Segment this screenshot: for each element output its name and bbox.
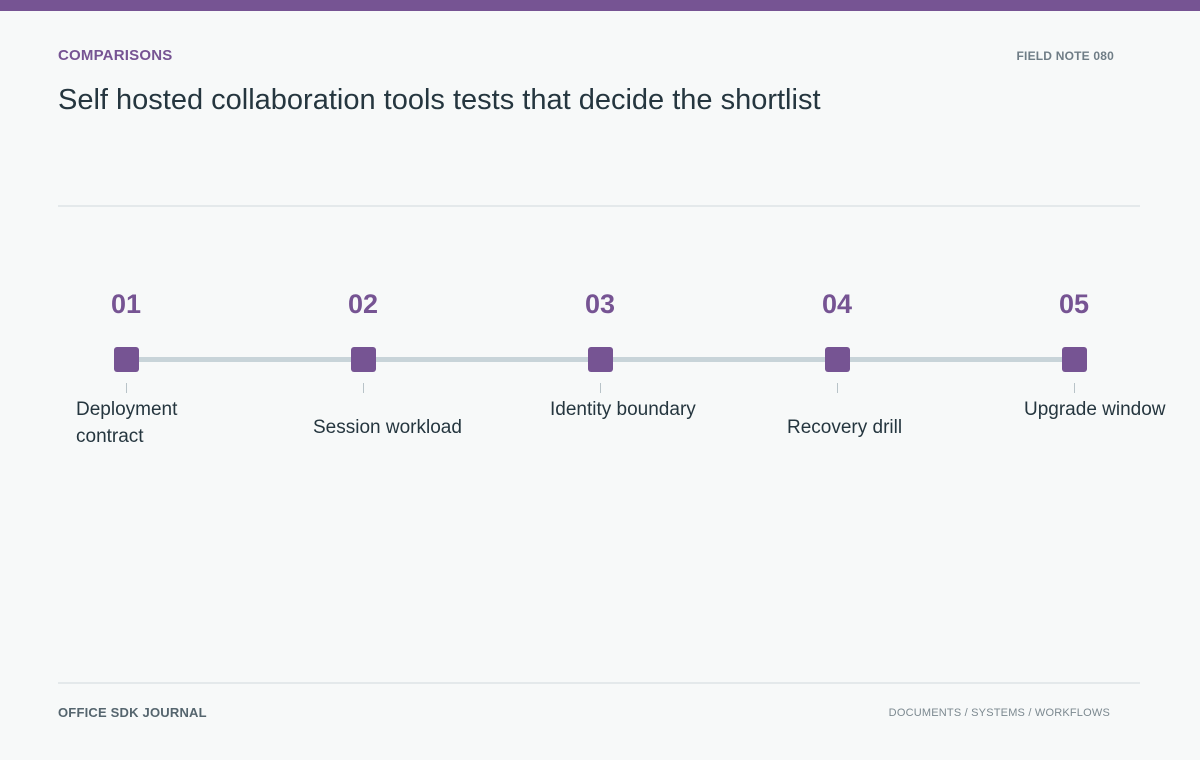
top-divider — [58, 205, 1140, 207]
step-number: 02 — [347, 289, 379, 319]
page-title: Self hosted collaboration tools tests th… — [58, 84, 821, 116]
step-node — [113, 347, 139, 372]
top-accent-bar — [0, 0, 1200, 11]
step-tick — [837, 383, 838, 393]
step-node — [587, 347, 613, 372]
section-kicker: COMPARISONS — [58, 47, 173, 64]
footer-brand: OFFICE SDK JOURNAL — [58, 705, 207, 720]
step-label: Identity boundary — [550, 399, 696, 420]
step-tick — [363, 383, 364, 393]
step-node — [1061, 347, 1087, 372]
step-label: Upgrade window — [1024, 399, 1166, 420]
step-tick — [600, 383, 601, 393]
bottom-divider — [58, 682, 1140, 684]
step-number: 04 — [821, 289, 853, 319]
step-tick — [1074, 383, 1075, 393]
step-number: 01 — [110, 289, 142, 319]
step-label: Deployment contract — [76, 399, 178, 447]
step-node — [824, 347, 850, 372]
step-tick — [126, 383, 127, 393]
step-node — [350, 347, 376, 372]
footer-sections: DOCUMENTS / SYSTEMS / WORKFLOWS — [888, 707, 1110, 719]
step-label: Recovery drill — [787, 417, 903, 438]
step-label: Session workload — [313, 417, 462, 438]
field-note-id: FIELD NOTE 080 — [1016, 49, 1114, 63]
step-number: 05 — [1058, 289, 1090, 319]
step-number: 03 — [584, 289, 616, 319]
